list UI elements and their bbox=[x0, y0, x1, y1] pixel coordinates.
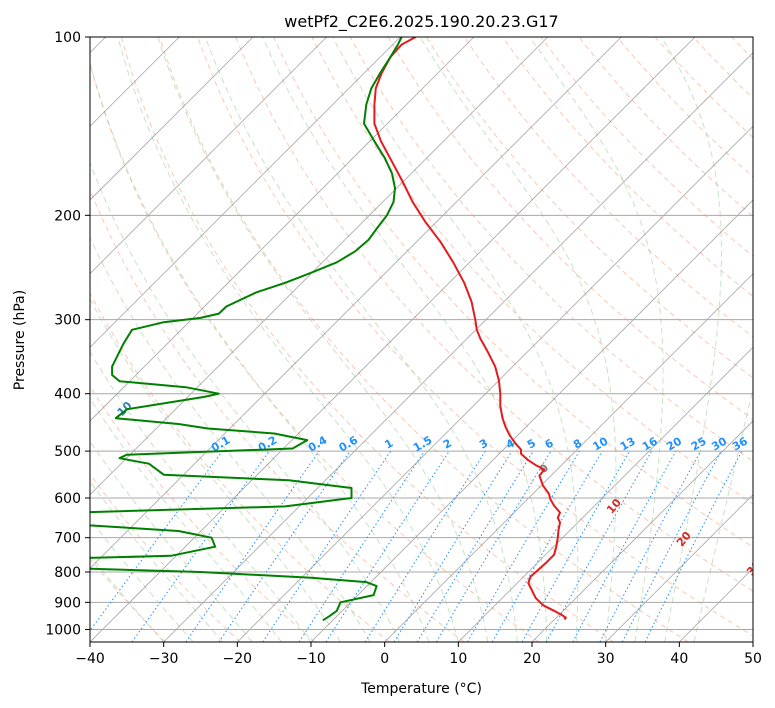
dry-adiabat-line bbox=[90, 188, 465, 642]
mixing-ratio-line bbox=[416, 450, 534, 642]
mixing-ratio-line bbox=[298, 450, 425, 642]
dry-adiabat-line bbox=[197, 37, 753, 637]
chart-title: wetPf2_C2E6.2025.190.20.23.G17 bbox=[284, 12, 558, 32]
y-tick-label: 900 bbox=[54, 595, 81, 611]
mixing-ratio-line bbox=[218, 450, 351, 642]
temperature-line bbox=[373, 37, 567, 621]
x-tick-label: −10 bbox=[296, 651, 326, 667]
y-tick-label: 800 bbox=[54, 565, 81, 581]
mixing-ratio-line bbox=[262, 450, 392, 642]
moist-adiabat-line bbox=[332, 37, 579, 642]
plot-frame bbox=[89, 36, 754, 643]
isotherm-line bbox=[458, 346, 753, 642]
y-tick-label: 300 bbox=[54, 313, 81, 329]
isotherm-line bbox=[90, 37, 401, 348]
moist-adiabat-line bbox=[419, 37, 617, 642]
axes: −40 −30 −20 −10 0 10 20 30 40 50 100 200 300 400 500 60… bbox=[45, 30, 762, 667]
isotherm-line bbox=[237, 125, 753, 642]
isotherm-line bbox=[384, 273, 753, 642]
x-tick-label: 40 bbox=[670, 651, 688, 667]
x-tick-label: 50 bbox=[744, 651, 762, 667]
x-tick-label: 20 bbox=[523, 651, 541, 667]
isotherm-line bbox=[90, 37, 622, 569]
x-tick-label: 10 bbox=[449, 651, 467, 667]
mixing-ratio-line bbox=[393, 450, 513, 642]
mixing-ratio-line bbox=[185, 450, 320, 642]
y-tick-label: 200 bbox=[54, 208, 81, 224]
isotherm-line bbox=[163, 52, 753, 642]
moist-adiabat-line bbox=[262, 37, 548, 642]
moist-adiabat-line bbox=[529, 37, 664, 642]
dry-adiabat-line bbox=[235, 37, 753, 592]
moist-adiabat-label: 30 bbox=[744, 558, 764, 578]
moist-adiabat-line bbox=[90, 518, 194, 642]
x-tick-label: −30 bbox=[149, 651, 179, 667]
profile-series bbox=[90, 37, 567, 622]
dewpoint-line bbox=[90, 37, 403, 622]
mixing-ratio-line bbox=[644, 450, 743, 642]
mixing-ratio-line bbox=[131, 450, 270, 642]
y-tick-label: 400 bbox=[54, 387, 81, 403]
isotherm-line bbox=[605, 494, 753, 642]
isotherm-line bbox=[90, 37, 327, 275]
background-lines bbox=[90, 37, 753, 642]
moist-adiabat-line bbox=[90, 397, 282, 642]
y-tick-label: 500 bbox=[54, 444, 81, 460]
isotherm-line bbox=[90, 37, 548, 496]
x-tick-label: −20 bbox=[223, 651, 253, 667]
moist-adiabat-line bbox=[90, 60, 430, 642]
moist-adiabat-line bbox=[157, 37, 489, 642]
dry-adiabat-line bbox=[387, 37, 753, 420]
x-axis-title: Temperature (°C) bbox=[360, 681, 482, 697]
mixing-ratio-line bbox=[545, 450, 653, 642]
x-tick-label: −40 bbox=[75, 651, 105, 667]
moist-adiabat-line bbox=[90, 440, 253, 642]
isotherm-line bbox=[90, 37, 696, 642]
y-tick-label: 1000 bbox=[45, 622, 81, 638]
isotherm-line bbox=[531, 420, 753, 642]
isotherm-line bbox=[90, 37, 254, 201]
mixing-ratio-line bbox=[325, 450, 450, 642]
y-axis-title: Pressure (hPa) bbox=[12, 290, 28, 390]
dry-adiabat-line bbox=[349, 37, 753, 462]
isotherm-line bbox=[310, 199, 753, 642]
dry-adiabat-line bbox=[159, 37, 689, 642]
dry-adiabat-line bbox=[90, 385, 316, 642]
moist-adiabat-line bbox=[660, 37, 722, 642]
moist-adiabat-line bbox=[90, 161, 400, 642]
dry-adiabat-line bbox=[90, 292, 390, 642]
y-tick-label: 700 bbox=[54, 531, 81, 547]
moist-adiabat-line bbox=[90, 236, 371, 642]
y-tick-label: 600 bbox=[54, 491, 81, 507]
y-tick-label: 100 bbox=[54, 30, 81, 46]
dry-adiabat-line bbox=[311, 37, 753, 505]
x-tick-label: 0 bbox=[380, 651, 389, 667]
mixing-ratio-line bbox=[90, 450, 223, 632]
dry-adiabat-line bbox=[90, 62, 540, 642]
moist-adiabat-line bbox=[693, 386, 753, 642]
mixing-ratio-line bbox=[572, 450, 677, 642]
moist-adiabat-line bbox=[90, 480, 223, 642]
moist-adiabat-line bbox=[204, 37, 518, 642]
x-tick-label: 30 bbox=[597, 651, 615, 667]
mixing-ratio-line bbox=[521, 450, 630, 642]
